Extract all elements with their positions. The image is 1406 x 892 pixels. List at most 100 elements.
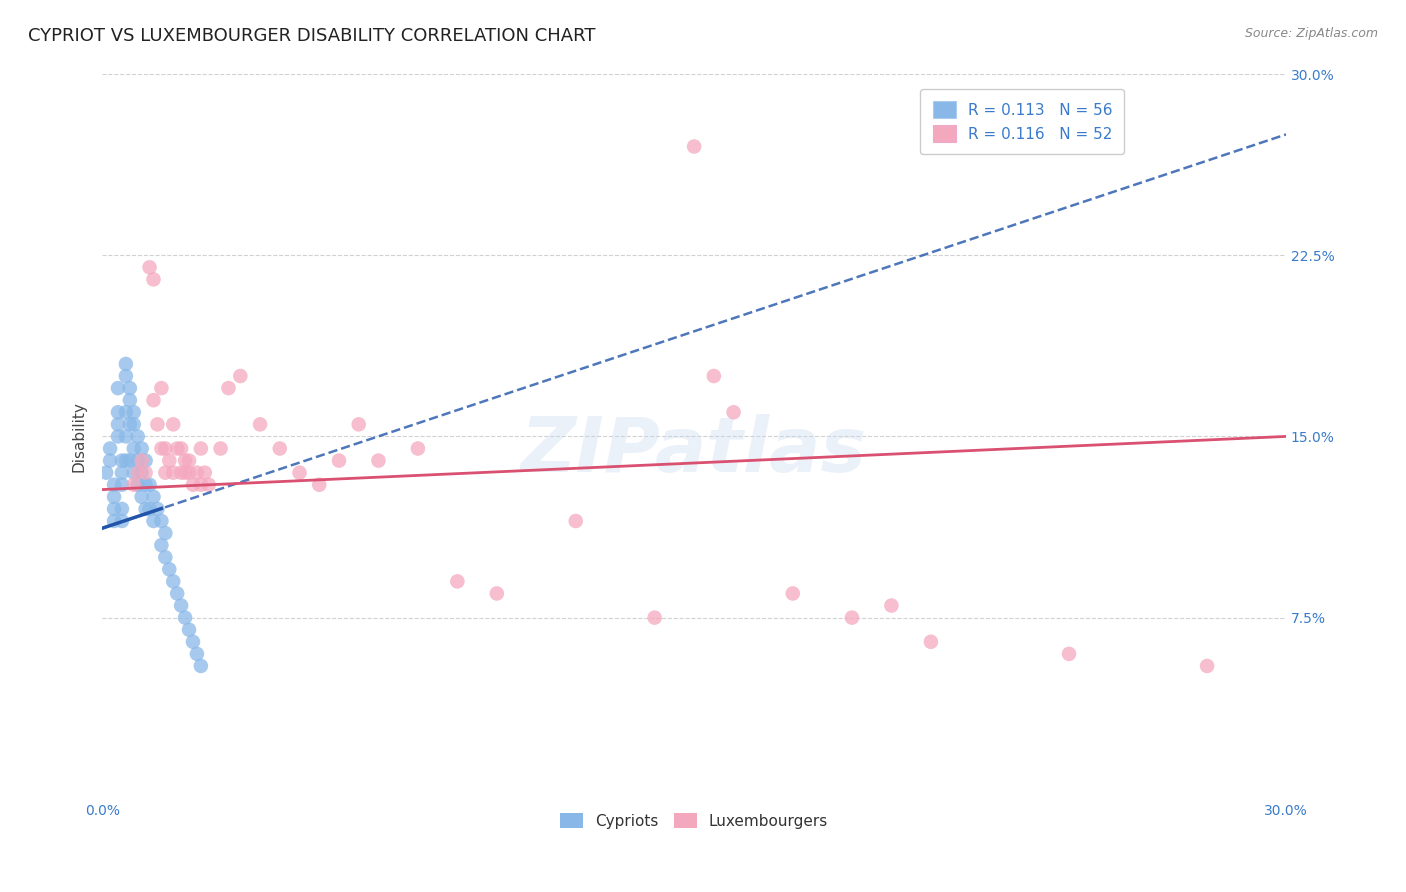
Point: [229, 369, 252, 384]
Point: [406, 442, 429, 456]
Point: [485, 586, 508, 600]
Point: [103, 477, 125, 491]
Text: Source: ZipAtlas.com: Source: ZipAtlas.com: [1244, 27, 1378, 40]
Point: [170, 599, 193, 613]
Point: [122, 442, 145, 456]
Point: [107, 381, 129, 395]
Point: [127, 453, 149, 467]
Point: [150, 381, 173, 395]
Point: [142, 272, 165, 286]
Point: [122, 466, 145, 480]
Point: [166, 442, 188, 456]
Point: [150, 514, 173, 528]
Point: [131, 442, 153, 456]
Point: [162, 466, 184, 480]
Point: [131, 490, 153, 504]
Point: [723, 405, 745, 419]
Point: [683, 139, 706, 153]
Point: [841, 610, 863, 624]
Point: [190, 442, 212, 456]
Point: [269, 442, 291, 456]
Point: [142, 514, 165, 528]
Point: [155, 442, 177, 456]
Point: [127, 477, 149, 491]
Point: [308, 477, 330, 491]
Point: [177, 623, 200, 637]
Point: [1057, 647, 1080, 661]
Point: [146, 502, 169, 516]
Point: [186, 466, 208, 480]
Point: [170, 466, 193, 480]
Point: [142, 490, 165, 504]
Point: [131, 453, 153, 467]
Point: [150, 538, 173, 552]
Point: [162, 417, 184, 432]
Point: [118, 453, 141, 467]
Legend: Cypriots, Luxembourgers: Cypriots, Luxembourgers: [554, 806, 834, 835]
Point: [111, 466, 134, 480]
Point: [107, 429, 129, 443]
Point: [880, 599, 903, 613]
Point: [111, 514, 134, 528]
Point: [155, 526, 177, 541]
Point: [135, 453, 157, 467]
Point: [98, 442, 121, 456]
Point: [98, 453, 121, 467]
Point: [564, 514, 586, 528]
Point: [367, 453, 389, 467]
Point: [118, 417, 141, 432]
Point: [138, 260, 160, 275]
Point: [197, 477, 219, 491]
Point: [115, 357, 138, 371]
Point: [703, 369, 725, 384]
Point: [135, 477, 157, 491]
Point: [138, 477, 160, 491]
Point: [166, 586, 188, 600]
Point: [177, 466, 200, 480]
Point: [111, 453, 134, 467]
Point: [644, 610, 666, 624]
Point: [190, 477, 212, 491]
Point: [157, 562, 180, 576]
Point: [181, 477, 204, 491]
Point: [288, 466, 311, 480]
Point: [146, 417, 169, 432]
Point: [150, 442, 173, 456]
Point: [118, 381, 141, 395]
Text: ZIPatlas: ZIPatlas: [522, 414, 868, 488]
Point: [107, 405, 129, 419]
Point: [115, 453, 138, 467]
Point: [181, 634, 204, 648]
Point: [142, 393, 165, 408]
Point: [162, 574, 184, 589]
Point: [135, 502, 157, 516]
Point: [122, 477, 145, 491]
Point: [107, 417, 129, 432]
Point: [115, 429, 138, 443]
Point: [782, 586, 804, 600]
Point: [186, 647, 208, 661]
Point: [111, 502, 134, 516]
Point: [122, 405, 145, 419]
Point: [135, 466, 157, 480]
Point: [127, 466, 149, 480]
Point: [157, 453, 180, 467]
Point: [920, 634, 942, 648]
Point: [446, 574, 468, 589]
Point: [118, 393, 141, 408]
Point: [115, 369, 138, 384]
Text: CYPRIOT VS LUXEMBOURGER DISABILITY CORRELATION CHART: CYPRIOT VS LUXEMBOURGER DISABILITY CORRE…: [28, 27, 596, 45]
Point: [1197, 659, 1219, 673]
Point: [249, 417, 271, 432]
Point: [190, 659, 212, 673]
Point: [347, 417, 370, 432]
Point: [209, 442, 232, 456]
Point: [131, 466, 153, 480]
Point: [111, 477, 134, 491]
Point: [96, 466, 118, 480]
Point: [127, 429, 149, 443]
Point: [155, 466, 177, 480]
Point: [174, 610, 197, 624]
Point: [174, 466, 197, 480]
Point: [155, 550, 177, 565]
